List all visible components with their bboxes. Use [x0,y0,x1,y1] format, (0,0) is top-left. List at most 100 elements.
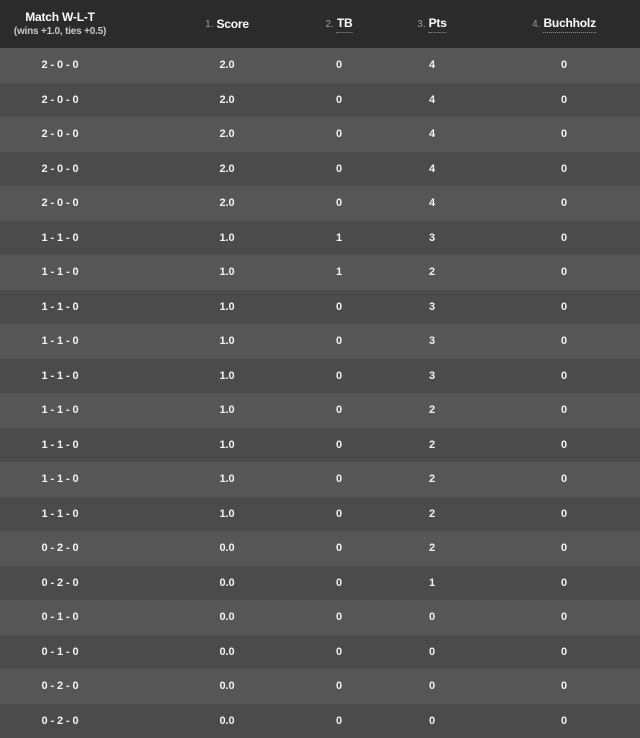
table-row: 2 - 0 - 0 2.0 0 4 0 [0,186,640,221]
cell-tb: 0 [335,714,343,727]
cell-pts: 0 [428,645,436,658]
cell-wlt: 0 - 2 - 0 [41,680,79,692]
cell-score: 1.0 [219,266,235,278]
cell-buchholz: 0 [560,473,568,485]
cell-score: 0.0 [219,542,235,554]
cell-tb: 1 [335,231,343,244]
match-wlt-subtitle: (wins +1.0, ties +0.5) [13,26,107,37]
cell-pts: 2 [428,438,436,451]
cell-wlt: 1 - 1 - 0 [41,266,79,278]
cell-pts: 4 [428,197,436,209]
cell-buchholz: 0 [560,542,568,554]
cell-score: 1.0 [219,438,235,451]
cell-score: 2.0 [219,128,235,140]
match-wlt-title: Match W-L-T [25,10,95,24]
cell-tb: 0 [335,59,343,71]
cell-tb: 0 [335,645,343,658]
cell-score: 0.0 [219,611,235,623]
cell-wlt: 2 - 0 - 0 [41,197,79,209]
cell-pts: 3 [428,335,436,347]
buchholz-column-label[interactable]: Buchholz [543,16,596,33]
column-header-pts: 3. Pts [417,0,447,48]
cell-wlt: 1 - 1 - 0 [41,404,79,416]
pts-column-number: 3. [417,18,426,30]
cell-score: 1.0 [219,335,235,347]
cell-pts: 4 [428,128,436,140]
cell-pts: 4 [428,93,436,106]
cell-pts: 0 [428,714,436,727]
cell-wlt: 1 - 1 - 0 [41,300,79,313]
cell-pts: 2 [428,266,436,278]
cell-pts: 2 [428,473,436,485]
column-header-buchholz: 4. Buchholz [532,0,596,48]
table-row: 1 - 1 - 0 1.0 0 3 0 [0,358,640,393]
cell-tb: 0 [335,404,343,416]
cell-tb: 0 [335,162,343,175]
cell-score: 0.0 [219,680,235,692]
table-row: 1 - 1 - 0 1.0 0 2 0 [0,496,640,531]
cell-tb: 0 [335,680,343,692]
cell-buchholz: 0 [560,611,568,623]
cell-pts: 2 [428,507,436,520]
cell-buchholz: 0 [560,300,568,313]
column-header-score: 1. Score [205,0,249,48]
cell-buchholz: 0 [560,645,568,658]
cell-score: 0.0 [219,714,235,727]
table-row: 1 - 1 - 0 1.0 0 2 0 [0,427,640,462]
cell-buchholz: 0 [560,162,568,175]
cell-tb: 0 [335,542,343,554]
cell-buchholz: 0 [560,404,568,416]
cell-wlt: 2 - 0 - 0 [41,93,79,106]
cell-wlt: 1 - 1 - 0 [41,369,79,382]
standings-table-body: 2 - 0 - 0 2.0 0 4 0 2 - 0 - 0 2.0 0 4 0 … [0,48,640,738]
cell-tb: 0 [335,438,343,451]
cell-score: 2.0 [219,162,235,175]
tb-column-label[interactable]: TB [336,16,353,33]
pts-column-label[interactable]: Pts [428,16,447,33]
cell-pts: 4 [428,59,436,71]
cell-wlt: 2 - 0 - 0 [41,59,79,71]
cell-buchholz: 0 [560,680,568,692]
table-row: 2 - 0 - 0 2.0 0 4 0 [0,151,640,186]
cell-buchholz: 0 [560,438,568,451]
table-row: 0 - 1 - 0 0.0 0 0 0 [0,600,640,635]
table-row: 2 - 0 - 0 2.0 0 4 0 [0,48,640,83]
cell-wlt: 1 - 1 - 0 [41,438,79,451]
cell-buchholz: 0 [560,507,568,520]
cell-tb: 0 [335,93,343,106]
score-column-number: 1. [205,18,214,30]
cell-tb: 0 [335,335,343,347]
cell-tb: 0 [335,576,343,589]
cell-pts: 4 [428,162,436,175]
cell-pts: 3 [428,231,436,244]
cell-buchholz: 0 [560,714,568,727]
table-row: 1 - 1 - 0 1.0 0 2 0 [0,462,640,497]
table-row: 0 - 2 - 0 0.0 0 0 0 [0,669,640,704]
cell-wlt: 2 - 0 - 0 [41,128,79,140]
cell-pts: 3 [428,300,436,313]
cell-wlt: 0 - 1 - 0 [41,645,79,658]
cell-buchholz: 0 [560,93,568,106]
cell-score: 1.0 [219,231,235,244]
standings-table-header: Match W-L-T (wins +1.0, ties +0.5) 1. Sc… [0,0,640,48]
table-row: 0 - 2 - 0 0.0 0 1 0 [0,565,640,600]
cell-wlt: 0 - 2 - 0 [41,714,79,727]
cell-wlt: 0 - 2 - 0 [41,542,79,554]
cell-score: 1.0 [219,473,235,485]
column-header-match-wlt: Match W-L-T (wins +1.0, ties +0.5) [13,0,107,48]
table-row: 1 - 1 - 0 1.0 0 3 0 [0,289,640,324]
cell-buchholz: 0 [560,197,568,209]
table-row: 1 - 1 - 0 1.0 0 3 0 [0,324,640,359]
cell-pts: 0 [428,611,436,623]
table-row: 0 - 2 - 0 0.0 0 2 0 [0,531,640,566]
cell-wlt: 1 - 1 - 0 [41,473,79,485]
cell-score: 1.0 [219,300,235,313]
cell-score: 1.0 [219,404,235,416]
tb-column-number: 2. [325,18,334,30]
cell-buchholz: 0 [560,576,568,589]
cell-tb: 0 [335,611,343,623]
cell-wlt: 1 - 1 - 0 [41,507,79,520]
cell-tb: 0 [335,473,343,485]
cell-pts: 0 [428,680,436,692]
